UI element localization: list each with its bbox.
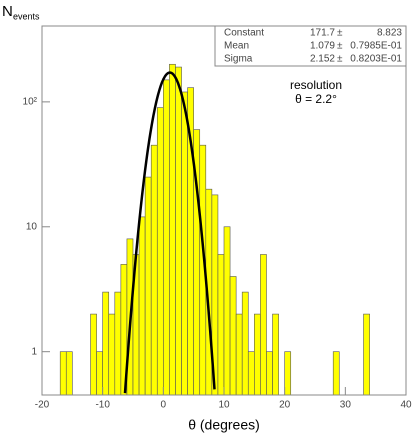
x-tick-label: 30 <box>340 400 352 411</box>
stat-value: 171.7 <box>310 28 335 39</box>
annotation: θ = 2.2° <box>295 92 337 106</box>
y-tick-label: 10 <box>26 221 38 232</box>
bar <box>260 254 267 396</box>
bar <box>144 176 152 396</box>
x-tick-label: -10 <box>95 400 110 411</box>
x-tick-label: 20 <box>279 400 291 411</box>
bar <box>254 313 261 396</box>
bar <box>284 351 292 396</box>
stat-name: Constant <box>224 28 264 39</box>
bar <box>150 144 158 396</box>
bar <box>96 351 103 396</box>
stat-error: 0.8203E-01 <box>350 54 402 65</box>
bar <box>114 291 122 396</box>
bar <box>241 291 249 396</box>
stat-value: 2.152 <box>310 54 335 65</box>
bar <box>229 276 237 396</box>
y-label-sub: events <box>13 11 40 21</box>
bar <box>247 351 255 396</box>
stat-error: 0.7985E-01 <box>350 41 402 52</box>
x-tick-label: -20 <box>35 400 50 411</box>
bar <box>175 66 182 396</box>
y-tick-label: 1 <box>31 346 37 357</box>
stat-pm: ± <box>337 28 343 39</box>
stat-error: 8.823 <box>377 28 402 39</box>
stat-pm: ± <box>337 54 343 65</box>
bar <box>156 107 164 396</box>
x-tick-label: 0 <box>161 400 167 411</box>
bar <box>235 313 243 396</box>
bar <box>223 226 231 396</box>
y-label: N <box>2 3 13 20</box>
annotation: resolution <box>290 78 342 92</box>
x-label: θ (degrees) <box>188 417 260 433</box>
bar <box>272 313 279 396</box>
fit-curve <box>123 71 216 394</box>
bar <box>169 63 176 396</box>
x-tick-label: 40 <box>400 400 412 411</box>
y-tick-label: 10² <box>23 97 38 108</box>
stat-pm: ± <box>337 41 343 52</box>
stat-name: Mean <box>224 41 249 52</box>
bar <box>363 313 370 396</box>
bar <box>163 79 170 396</box>
bar <box>181 91 188 396</box>
bar <box>138 216 146 396</box>
bar <box>332 351 340 396</box>
bar <box>266 351 273 396</box>
stat-value: 1.079 <box>310 41 335 52</box>
bar <box>102 291 110 396</box>
bar <box>65 351 73 396</box>
bar <box>217 254 225 396</box>
stats-box <box>214 25 407 67</box>
bar <box>59 351 67 396</box>
x-tick-label: 10 <box>218 400 230 411</box>
bar <box>90 313 97 396</box>
bar <box>108 313 116 396</box>
stat-name: Sigma <box>224 54 253 65</box>
